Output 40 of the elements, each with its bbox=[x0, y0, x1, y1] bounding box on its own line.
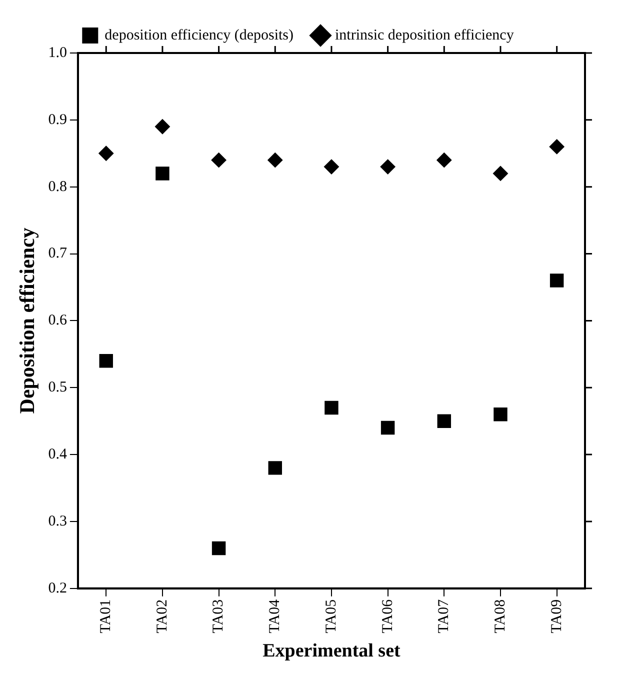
point bbox=[549, 139, 564, 154]
x-tick-label: TA03 bbox=[210, 599, 227, 634]
point bbox=[494, 408, 508, 422]
x-tick-label: TA04 bbox=[267, 598, 284, 634]
point bbox=[550, 274, 564, 288]
y-tick-label: 0.2 bbox=[48, 580, 67, 596]
point bbox=[156, 166, 170, 180]
y-tick-label: 0.5 bbox=[48, 380, 67, 396]
point bbox=[436, 152, 452, 168]
y-tick-label: 0.3 bbox=[48, 513, 67, 530]
y-tick-label: 0.7 bbox=[48, 246, 68, 262]
x-tick-label: TA09 bbox=[548, 599, 565, 634]
point bbox=[99, 354, 113, 368]
y-tick-label: 0.8 bbox=[48, 178, 67, 195]
legend-label: deposition efficiency (deposits) bbox=[104, 27, 294, 44]
point bbox=[211, 152, 226, 168]
point bbox=[437, 414, 452, 428]
y-tick-label: 0.6 bbox=[48, 312, 68, 329]
point bbox=[268, 461, 282, 475]
x-tick-label: TA05 bbox=[323, 599, 340, 634]
y-tick-label: 1.0 bbox=[48, 44, 67, 61]
y-tick-label: 0.4 bbox=[48, 446, 68, 462]
y-tick-label: 0.9 bbox=[48, 112, 67, 128]
point bbox=[380, 159, 396, 174]
x-axis-title: Experimental set bbox=[262, 640, 402, 662]
legend-label: intrinsic deposition efficiency bbox=[335, 27, 514, 44]
point bbox=[154, 119, 170, 134]
x-tick-label: TA02 bbox=[154, 599, 170, 634]
x-tick-label: TA08 bbox=[492, 599, 508, 634]
y-axis-title: Deposition efficiency bbox=[15, 227, 40, 414]
point bbox=[492, 166, 508, 181]
x-tick-label: TA01 bbox=[98, 599, 114, 634]
point bbox=[324, 159, 339, 174]
point bbox=[268, 152, 283, 168]
point bbox=[324, 400, 338, 415]
point bbox=[212, 541, 226, 556]
point bbox=[380, 420, 395, 435]
x-tick-label: TA06 bbox=[380, 598, 396, 634]
point bbox=[98, 146, 114, 161]
x-tick-label: TA07 bbox=[436, 598, 452, 634]
